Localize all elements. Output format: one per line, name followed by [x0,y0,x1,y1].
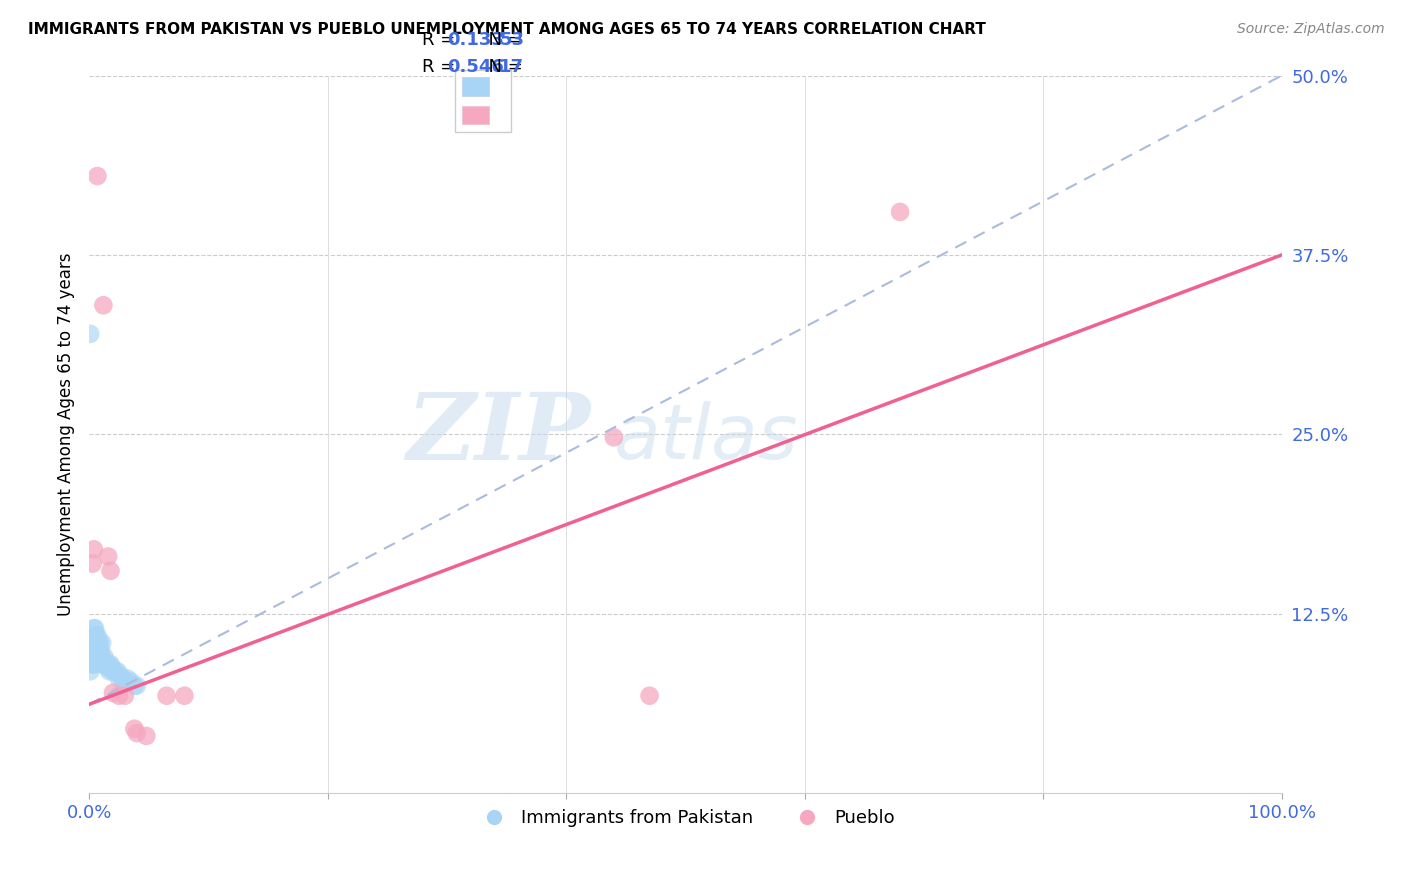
Point [91,635,114,649]
Point [173,689,195,703]
Text: Source: ZipAtlas.com: Source: ZipAtlas.com [1237,22,1385,37]
Point [82,657,104,672]
Point [84,628,107,642]
Point [89,635,111,649]
Point [83,650,105,665]
Point [120,674,142,689]
Point [603,430,626,444]
Point [100,564,122,578]
Text: ZIP: ZIP [406,390,591,479]
Point [96,660,118,674]
Point [101,665,124,679]
Point [107,665,129,679]
Point [94,657,117,672]
Point [125,679,148,693]
Point [108,689,131,703]
Point [108,668,131,682]
Point [91,650,114,665]
Legend: Immigrants from Pakistan, Pueblo: Immigrants from Pakistan, Pueblo [468,802,903,835]
Point [124,722,146,736]
Text: 53: 53 [499,31,524,49]
Point [80,650,103,665]
Text: R =: R = [422,31,461,49]
Point [101,686,124,700]
Point [86,628,108,642]
Point [100,657,122,672]
Point [97,549,120,564]
Text: N =: N = [477,31,529,49]
Point [100,660,122,674]
Text: N =: N = [477,58,529,76]
Point [84,621,107,635]
Point [83,621,105,635]
Point [79,326,101,341]
Point [83,657,105,672]
Point [83,628,105,642]
Point [87,650,110,665]
Point [84,642,107,657]
Point [82,635,104,649]
Point [80,657,103,672]
Point [84,650,107,665]
Point [114,689,136,703]
Point [84,635,107,649]
Point [104,665,127,679]
Point [79,665,101,679]
Point [83,635,105,649]
Point [82,650,104,665]
Point [82,642,104,657]
Text: 0.133: 0.133 [447,31,503,49]
Point [90,642,112,657]
Point [82,557,104,571]
Point [115,672,138,686]
Text: R =: R = [422,58,461,76]
Point [90,657,112,672]
Point [98,665,121,679]
Point [97,657,120,672]
Point [108,672,131,686]
Point [135,729,157,743]
Point [93,657,115,672]
Point [93,298,115,312]
Point [86,650,108,665]
Point [114,674,136,689]
Point [93,650,115,665]
Point [84,650,107,665]
Text: atlas: atlas [614,401,799,475]
Text: 0.546: 0.546 [447,58,503,76]
Point [86,642,108,657]
Point [83,642,105,657]
Point [124,679,146,693]
Point [111,672,134,686]
Point [84,628,107,642]
Point [89,650,111,665]
Point [84,657,107,672]
Point [87,635,110,649]
Text: 17: 17 [499,58,524,76]
Point [155,689,177,703]
Y-axis label: Unemployment Among Ages 65 to 74 years: Unemployment Among Ages 65 to 74 years [58,252,75,616]
Text: IMMIGRANTS FROM PAKISTAN VS PUEBLO UNEMPLOYMENT AMONG AGES 65 TO 74 YEARS CORREL: IMMIGRANTS FROM PAKISTAN VS PUEBLO UNEMP… [28,22,986,37]
Point [889,205,911,219]
Point [84,642,107,657]
Point [125,726,148,740]
Point [638,689,661,703]
Point [83,542,105,557]
Point [86,169,108,183]
